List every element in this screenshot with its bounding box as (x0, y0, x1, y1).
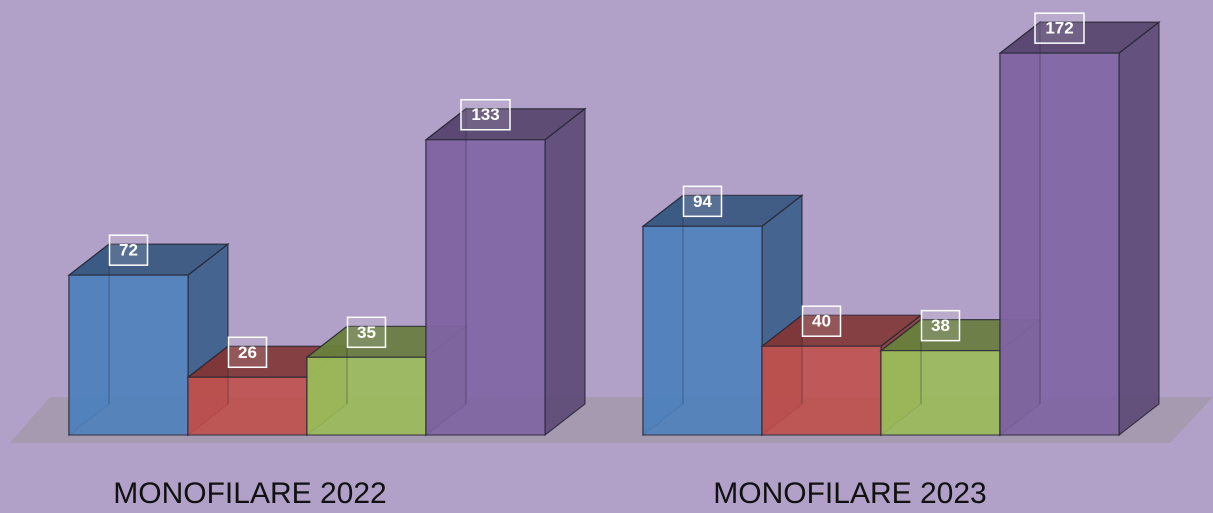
data-label-box (460, 98, 511, 131)
data-label: 94 (693, 192, 712, 211)
data-label: 172 (1045, 19, 1073, 38)
data-label-box (801, 305, 842, 337)
bar (880, 350, 1001, 436)
bar (761, 345, 882, 436)
data-label-box (108, 234, 149, 266)
bar-side-shade (545, 108, 585, 436)
data-label: 133 (471, 105, 499, 124)
data-label: 26 (238, 343, 257, 362)
bar (187, 376, 308, 436)
category-label: MONOFILARE 2023 (713, 477, 986, 510)
bar-side-shade (1119, 22, 1159, 435)
bar (999, 52, 1120, 436)
bar-top-shade (1000, 22, 1159, 54)
data-label-box (1034, 12, 1085, 44)
data-label-box (227, 336, 268, 369)
data-label-box (682, 185, 723, 218)
category-label: MONOFILARE 2022 (113, 477, 386, 510)
bar (68, 274, 189, 436)
bar (642, 225, 763, 436)
bar (306, 356, 427, 436)
data-label-box (346, 316, 387, 349)
data-label: 38 (931, 316, 950, 335)
data-label: 40 (812, 312, 831, 331)
data-label-box (920, 309, 961, 342)
data-label: 35 (357, 323, 376, 342)
data-label: 72 (119, 241, 138, 260)
bar-top-shade (426, 108, 585, 140)
bar (425, 139, 546, 436)
